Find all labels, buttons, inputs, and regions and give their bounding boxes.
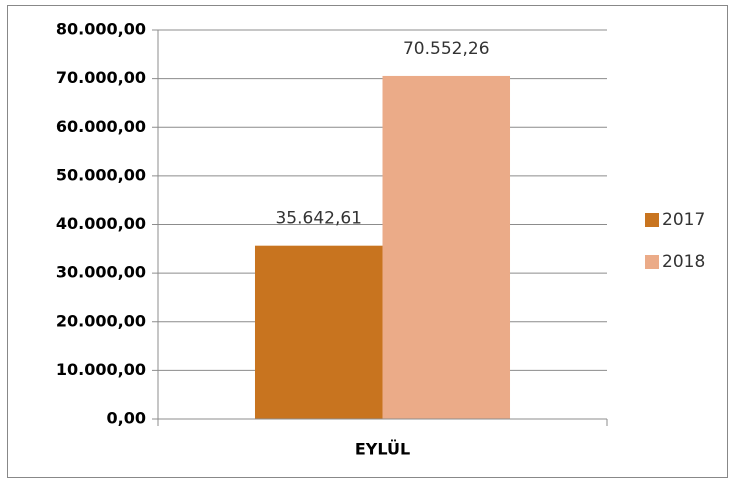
- bar: [254, 245, 383, 419]
- y-tick-label: 80.000,00: [56, 20, 146, 39]
- value-label: 70.552,26: [403, 39, 490, 59]
- legend-label: 2018: [662, 252, 705, 272]
- y-tick-label: 20.000,00: [56, 311, 146, 330]
- bar: [382, 75, 511, 419]
- y-tick-label: 0,00: [107, 409, 146, 428]
- legend-swatch: [645, 213, 659, 227]
- value-label: 35.642,61: [275, 209, 362, 229]
- x-tick-label: EYLÜL: [355, 440, 410, 459]
- legend-label: 2017: [662, 210, 705, 230]
- y-tick-label: 30.000,00: [56, 263, 146, 282]
- y-tick-label: 70.000,00: [56, 68, 146, 87]
- y-tick-label: 40.000,00: [56, 214, 146, 233]
- legend-swatch: [645, 255, 659, 269]
- y-tick-label: 60.000,00: [56, 117, 146, 136]
- y-tick-label: 10.000,00: [56, 360, 146, 379]
- y-tick-label: 50.000,00: [56, 165, 146, 184]
